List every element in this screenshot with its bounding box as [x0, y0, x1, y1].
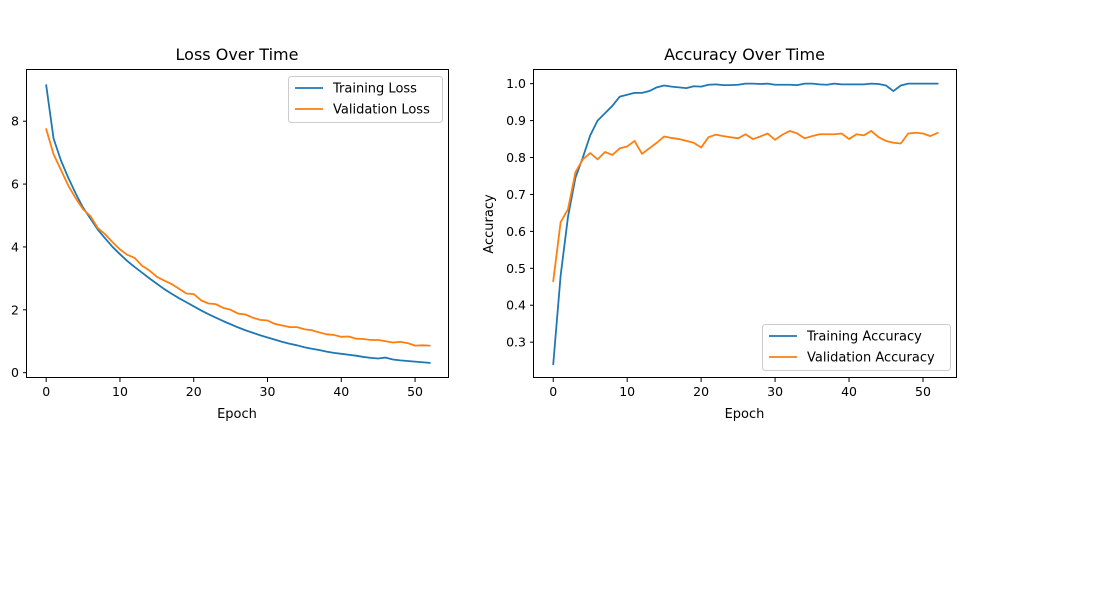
loss-chart-ytick-label: 2: [11, 302, 19, 317]
loss-chart-xtick-label: 20: [186, 384, 202, 399]
accuracy-chart-xtick-label: 50: [915, 384, 931, 399]
loss-chart-xtick-label: 10: [112, 384, 128, 399]
loss-chart-plot-frame: [26, 69, 449, 378]
accuracy-chart-ticks: 0 10 20 30 40 50 0.3 0.4 0.5 0.6 0.7 0.8 0.9 1.0: [506, 76, 931, 399]
accuracy-chart-legend: Training Accuracy Validation Accuracy: [762, 324, 951, 371]
accuracy-chart: Accuracy Over Time 0 10 20 30 40 500.30.40.50…: [482, 45, 957, 422]
loss-chart-xtick-label: 50: [407, 384, 423, 399]
accuracy-chart-ylabel: Accuracy: [482, 194, 497, 254]
loss-chart-series-line-0: [45, 84, 431, 364]
accuracy-chart-ytick-label: 1.0: [506, 76, 526, 91]
accuracy-chart-ytick-label: 0.9: [506, 113, 526, 128]
loss-chart-legend-frame: [288, 76, 443, 123]
accuracy-chart-xtick-label: 40: [841, 384, 857, 399]
accuracy-chart-title: Accuracy Over Time: [664, 45, 825, 64]
loss-chart-lines: [45, 84, 431, 364]
loss-chart: Loss Over Time 0 10 20 30 40 50 0 2 4 6 8 Epoch Tr…: [11, 45, 449, 422]
accuracy-chart-ytick-label: 0.8: [506, 150, 526, 165]
accuracy-chart-xtick-label: 0: [549, 384, 557, 399]
loss-chart-xtick-label: 30: [260, 384, 276, 399]
accuracy-chart-series-line-1: [552, 130, 939, 283]
accuracy-chart-series-line-0: [552, 82, 939, 366]
loss-chart-ytick-label: 4: [11, 239, 19, 254]
accuracy-chart-plot-frame: [533, 69, 957, 378]
loss-chart-ytick-label: 8: [11, 114, 19, 129]
loss-chart-xtick-label: 40: [333, 384, 349, 399]
accuracy-chart-legend-label-1: Validation Accuracy: [807, 351, 935, 366]
accuracy-chart-ytick-label: 0.7: [506, 187, 526, 202]
accuracy-chart-xtick-label: 30: [767, 384, 783, 399]
accuracy-chart-legend-frame: [762, 324, 951, 371]
loss-chart-ytick-label: 0: [11, 365, 19, 380]
accuracy-chart-ytick-label: 0.5: [506, 261, 526, 276]
loss-chart-series-line-1: [45, 128, 431, 347]
accuracy-chart-ytick-label: 0.4: [506, 298, 526, 313]
loss-chart-xlabel: Epoch: [217, 407, 257, 422]
accuracy-chart-lines: [552, 82, 939, 366]
loss-chart-title: Loss Over Time: [176, 45, 299, 64]
accuracy-chart-legend-label-0: Training Accuracy: [806, 330, 922, 345]
loss-chart-legend-label-0: Training Loss: [332, 82, 417, 97]
accuracy-chart-xtick-label: 20: [693, 384, 709, 399]
accuracy-chart-xtick-label: 10: [619, 384, 635, 399]
accuracy-chart-ytick-label: 0.6: [506, 224, 526, 239]
loss-chart-ytick-label: 6: [11, 177, 19, 192]
loss-chart-legend-label-1: Validation Loss: [333, 103, 430, 118]
accuracy-chart-xlabel: Epoch: [725, 407, 765, 422]
loss-chart-legend: Training Loss Validation Loss: [288, 76, 443, 123]
loss-chart-xtick-label: 0: [42, 384, 50, 399]
loss-chart-ticks: 0 10 20 30 40 50 0 2 4 6 8: [11, 114, 423, 399]
accuracy-chart-ytick-label: 0.3: [506, 335, 526, 350]
